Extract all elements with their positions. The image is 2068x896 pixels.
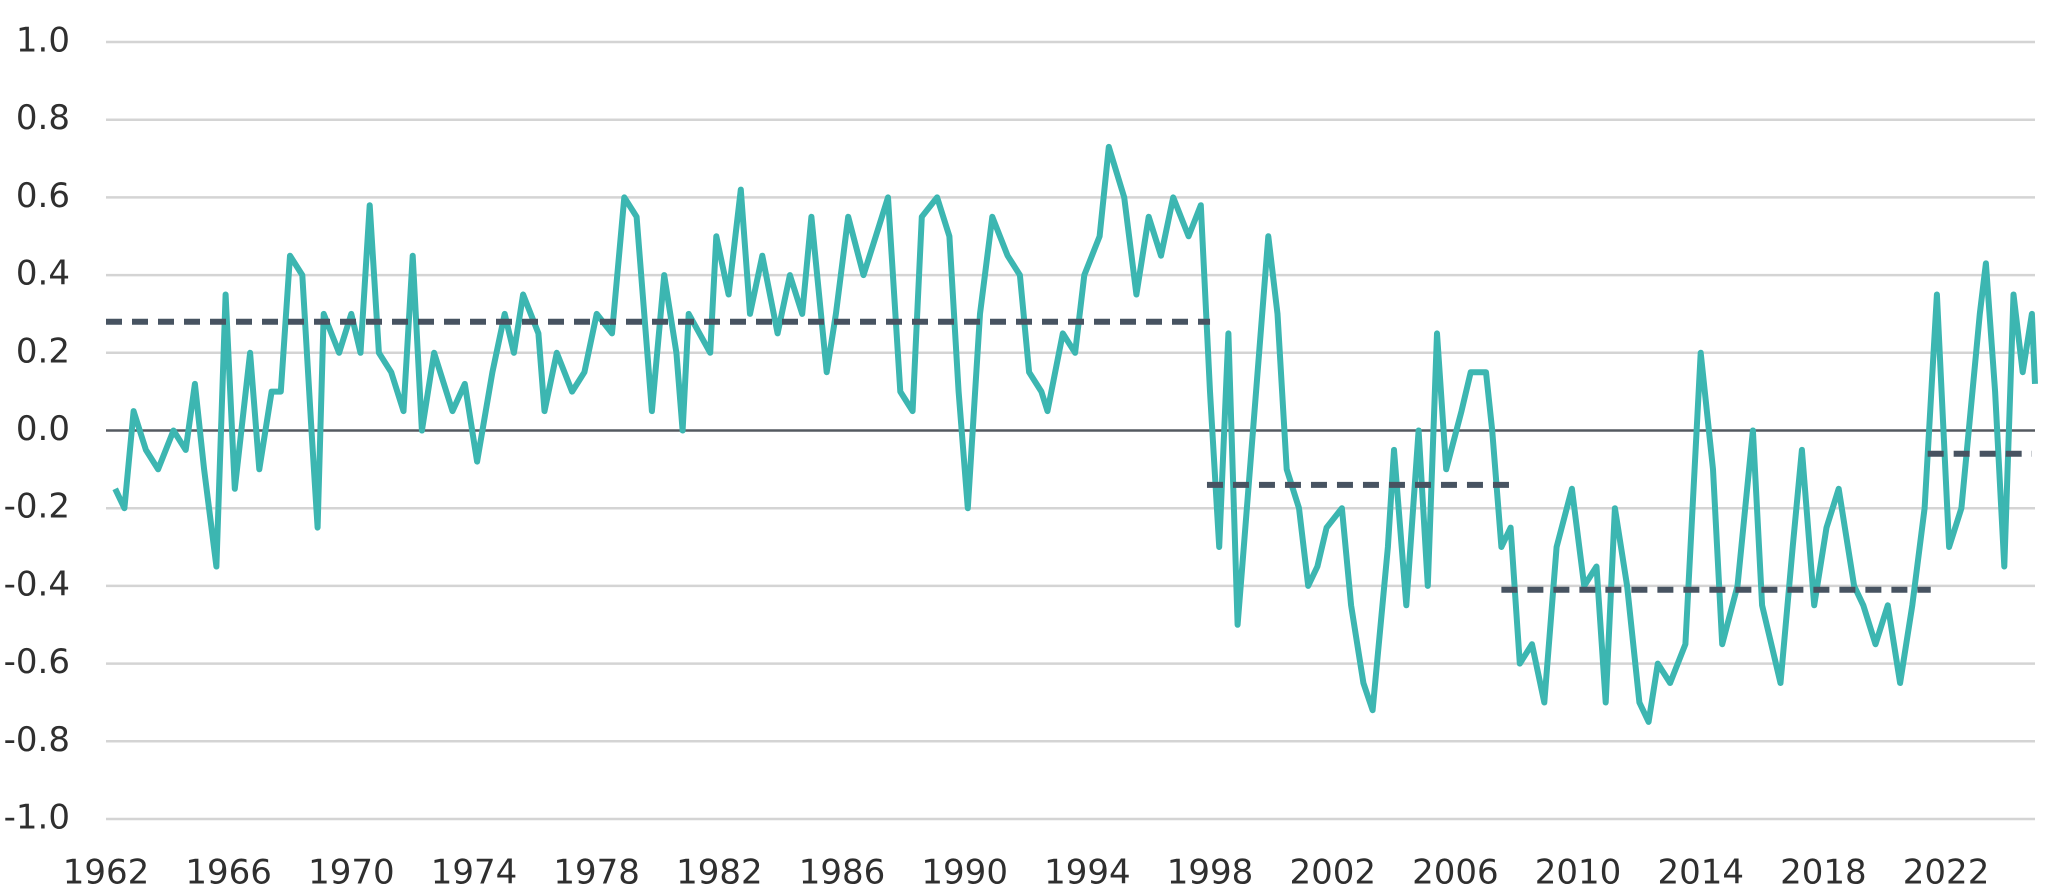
y-tick-label: -1.0	[4, 798, 70, 838]
x-tick-label: 1994	[1044, 853, 1131, 893]
y-tick-label: -0.4	[4, 564, 70, 604]
data-line	[112, 143, 2038, 725]
x-tick-label: 2006	[1412, 853, 1499, 893]
x-tick-label: 1966	[185, 853, 272, 893]
x-tick-label: 1974	[431, 853, 518, 893]
x-tick-label: 1990	[921, 853, 1008, 893]
x-tick-label: 1982	[676, 853, 763, 893]
x-tick-label: 2018	[1780, 853, 1867, 893]
y-tick-label: -0.6	[4, 642, 70, 682]
x-tick-label: 1962	[63, 853, 150, 893]
x-tick-label: 2002	[1289, 853, 1376, 893]
y-tick-label: -0.8	[4, 720, 70, 760]
x-tick-label: 1998	[1167, 853, 1254, 893]
x-tick-label: 2022	[1903, 853, 1990, 893]
y-tick-label: 0.2	[16, 331, 70, 371]
y-tick-label: 0.4	[16, 254, 70, 294]
x-tick-label: 1986	[799, 853, 886, 893]
y-tick-label: 0.8	[16, 98, 70, 138]
x-tick-label: 2014	[1657, 853, 1744, 893]
x-tick-label: 2010	[1535, 853, 1622, 893]
x-tick-label: 1978	[553, 853, 640, 893]
y-tick-label: 1.0	[16, 21, 70, 61]
x-tick-label: 1970	[308, 853, 395, 893]
y-tick-label: 0.6	[16, 176, 70, 216]
y-tick-label: 0.0	[16, 409, 70, 449]
y-tick-label: -0.2	[4, 487, 70, 527]
